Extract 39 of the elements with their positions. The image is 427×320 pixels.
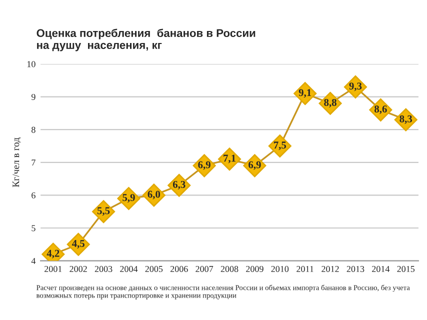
y-tick-label: 8: [32, 126, 36, 133]
x-tick-label: 2009: [246, 266, 264, 272]
y-tick-label: 10: [27, 61, 36, 68]
data-label: 4,5: [72, 240, 84, 249]
data-label: 8,3: [400, 115, 412, 124]
y-tick-label: 6: [32, 192, 36, 198]
data-label: 6,9: [198, 161, 210, 170]
x-tick-label: 2015: [397, 266, 415, 272]
data-label: 8,6: [374, 106, 387, 114]
data-label: 6,0: [148, 190, 160, 200]
data-label: 7,1: [224, 154, 236, 164]
y-tick-label: 9: [31, 94, 36, 100]
y-tick-label: 5: [32, 225, 36, 232]
data-label: 8,8: [324, 98, 336, 108]
data-label: 5,5: [97, 207, 110, 216]
x-tick-label: 2007: [196, 266, 214, 272]
x-tick-label: 2013: [346, 266, 364, 272]
data-label: 9,1: [298, 89, 312, 98]
x-tick-label: 2012: [322, 266, 339, 272]
x-tick-label: 2008: [220, 266, 238, 272]
y-tick-label: 7: [32, 160, 36, 166]
x-tick-label: 2002: [70, 266, 87, 272]
data-label: 7,5: [274, 142, 286, 150]
x-tick-label: 2006: [170, 266, 188, 272]
x-tick-label: 2001: [44, 266, 62, 272]
x-tick-label: 2005: [145, 266, 163, 272]
x-tick-label: 2011: [296, 266, 314, 272]
data-label: 5,9: [122, 194, 135, 203]
y-tick-label: 4: [31, 258, 36, 264]
x-tick-label: 2003: [94, 266, 112, 272]
x-tick-label: 2004: [120, 266, 138, 272]
x-tick-label: 2010: [271, 266, 289, 272]
x-tick-label: 2014: [372, 266, 390, 272]
data-label: 6,9: [248, 161, 261, 170]
data-label: 4,2: [46, 250, 60, 258]
data-label: 6,3: [172, 180, 186, 190]
data-label: 9,3: [349, 82, 362, 92]
y-axis-title: Кг/чел в год: [12, 138, 21, 188]
chart-title: Оценка потребления бананов в России на душу населения, кг: [36, 28, 256, 52]
